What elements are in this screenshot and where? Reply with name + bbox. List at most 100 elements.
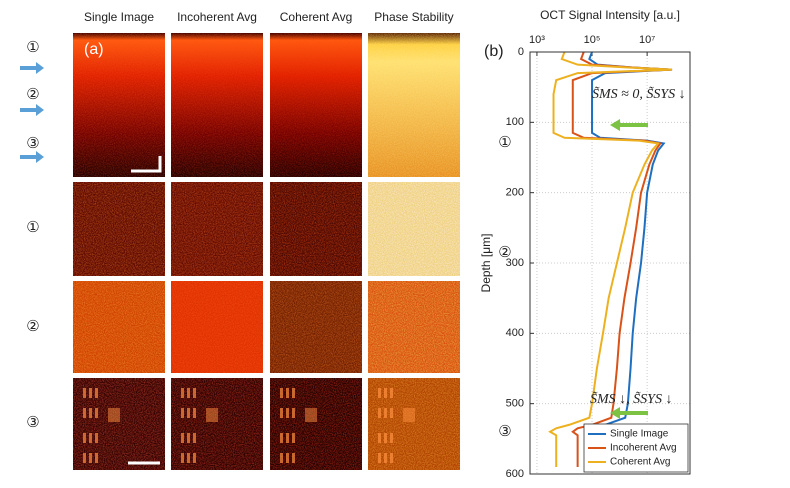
image-texture	[368, 281, 460, 373]
annotation: S̃MS ↓, S̃SYS ↓	[590, 391, 672, 407]
y-axis-label: Depth [μm]	[479, 234, 493, 293]
y-tick-label: 0	[518, 46, 524, 58]
target-bar	[390, 453, 393, 463]
image-texture	[73, 33, 165, 177]
target-bar	[384, 433, 387, 443]
target-bar	[95, 453, 98, 463]
target-bar	[89, 453, 92, 463]
image-tile	[270, 33, 362, 177]
image-texture	[171, 33, 263, 177]
image-tile	[171, 182, 263, 276]
target-bar	[286, 388, 289, 398]
target-bar	[187, 388, 190, 398]
target-bar	[403, 408, 415, 422]
target-bar	[378, 453, 381, 463]
image-tile	[171, 281, 263, 373]
depth-marker: ②	[498, 243, 511, 261]
image-texture	[270, 378, 362, 470]
image-tile	[270, 281, 362, 373]
target-bar	[384, 408, 387, 418]
column-header: Single Image	[84, 10, 154, 24]
depth-marker: ①	[26, 38, 39, 56]
target-bar	[390, 388, 393, 398]
image-texture	[368, 33, 460, 177]
column-header: Coherent Avg	[280, 10, 353, 24]
target-bar	[95, 408, 98, 418]
image-texture	[270, 182, 362, 276]
image-tile	[368, 182, 460, 276]
legend-label: Single Image	[610, 429, 669, 440]
series-line	[548, 51, 673, 467]
image-tile	[368, 281, 460, 373]
image-tile	[368, 378, 460, 470]
legend-label: Coherent Avg	[610, 457, 670, 468]
target-bar	[83, 408, 86, 418]
y-tick-label: 100	[506, 116, 524, 128]
image-texture	[368, 378, 460, 470]
scale-bar	[131, 156, 162, 173]
image-texture	[171, 281, 263, 373]
panel-b: (b) OCT Signal Intensity [a.u.] Depth [μ…	[479, 8, 691, 480]
image-texture	[73, 281, 165, 373]
panel-a: (a) Single Image Incoherent Avg Coherent A…	[20, 10, 460, 470]
y-tick-label: 600	[506, 468, 524, 480]
target-bar	[378, 433, 381, 443]
target-bar	[390, 408, 393, 418]
target-bar	[95, 433, 98, 443]
panel-label: (a)	[84, 41, 104, 58]
image-tile	[368, 33, 460, 177]
target-bar	[193, 408, 196, 418]
image-tile	[73, 378, 165, 470]
image-texture	[171, 378, 263, 470]
image-texture	[368, 182, 460, 276]
x-tick-label: 10⁵	[584, 34, 601, 46]
target-bar	[378, 388, 381, 398]
target-bar	[280, 408, 283, 418]
image-tile	[73, 33, 165, 177]
chart-title: OCT Signal Intensity [a.u.]	[540, 8, 680, 22]
target-bar	[89, 433, 92, 443]
target-bar	[193, 433, 196, 443]
x-tick-label: 10³	[529, 34, 545, 46]
target-bar	[305, 408, 317, 422]
target-bar	[83, 453, 86, 463]
target-bar	[83, 433, 86, 443]
axes-frame	[529, 51, 691, 475]
target-bar	[286, 433, 289, 443]
target-bar	[292, 408, 295, 418]
target-bar	[181, 433, 184, 443]
target-bar	[89, 388, 92, 398]
target-bar	[292, 388, 295, 398]
arrow-head	[36, 151, 44, 163]
target-bar	[193, 388, 196, 398]
image-tile	[171, 33, 263, 177]
target-bar	[181, 408, 184, 418]
image-texture	[73, 378, 165, 470]
image-tile	[171, 378, 263, 470]
arrow-head	[36, 104, 44, 116]
target-bar	[390, 433, 393, 443]
target-bar	[89, 408, 92, 418]
row-label: ①	[26, 218, 39, 236]
target-bar	[292, 433, 295, 443]
image-texture	[270, 281, 362, 373]
column-header: Incoherent Avg	[177, 10, 257, 24]
image-texture	[73, 182, 165, 276]
column-header: Phase Stability	[374, 10, 453, 24]
y-tick-label: 200	[506, 187, 524, 199]
y-tick-label: 300	[506, 257, 524, 269]
arrow-head	[610, 407, 620, 419]
target-bar	[378, 408, 381, 418]
target-bar	[286, 453, 289, 463]
target-bar	[181, 388, 184, 398]
target-bar	[206, 408, 218, 422]
row-label: ③	[26, 413, 39, 431]
annotation: S̃MS ≈ 0, S̃SYS ↓	[592, 86, 686, 102]
target-bar	[280, 433, 283, 443]
target-bar	[187, 453, 190, 463]
image-tile	[270, 378, 362, 470]
image-tile	[73, 281, 165, 373]
image-tile	[73, 182, 165, 276]
depth-marker: ③	[26, 134, 39, 152]
